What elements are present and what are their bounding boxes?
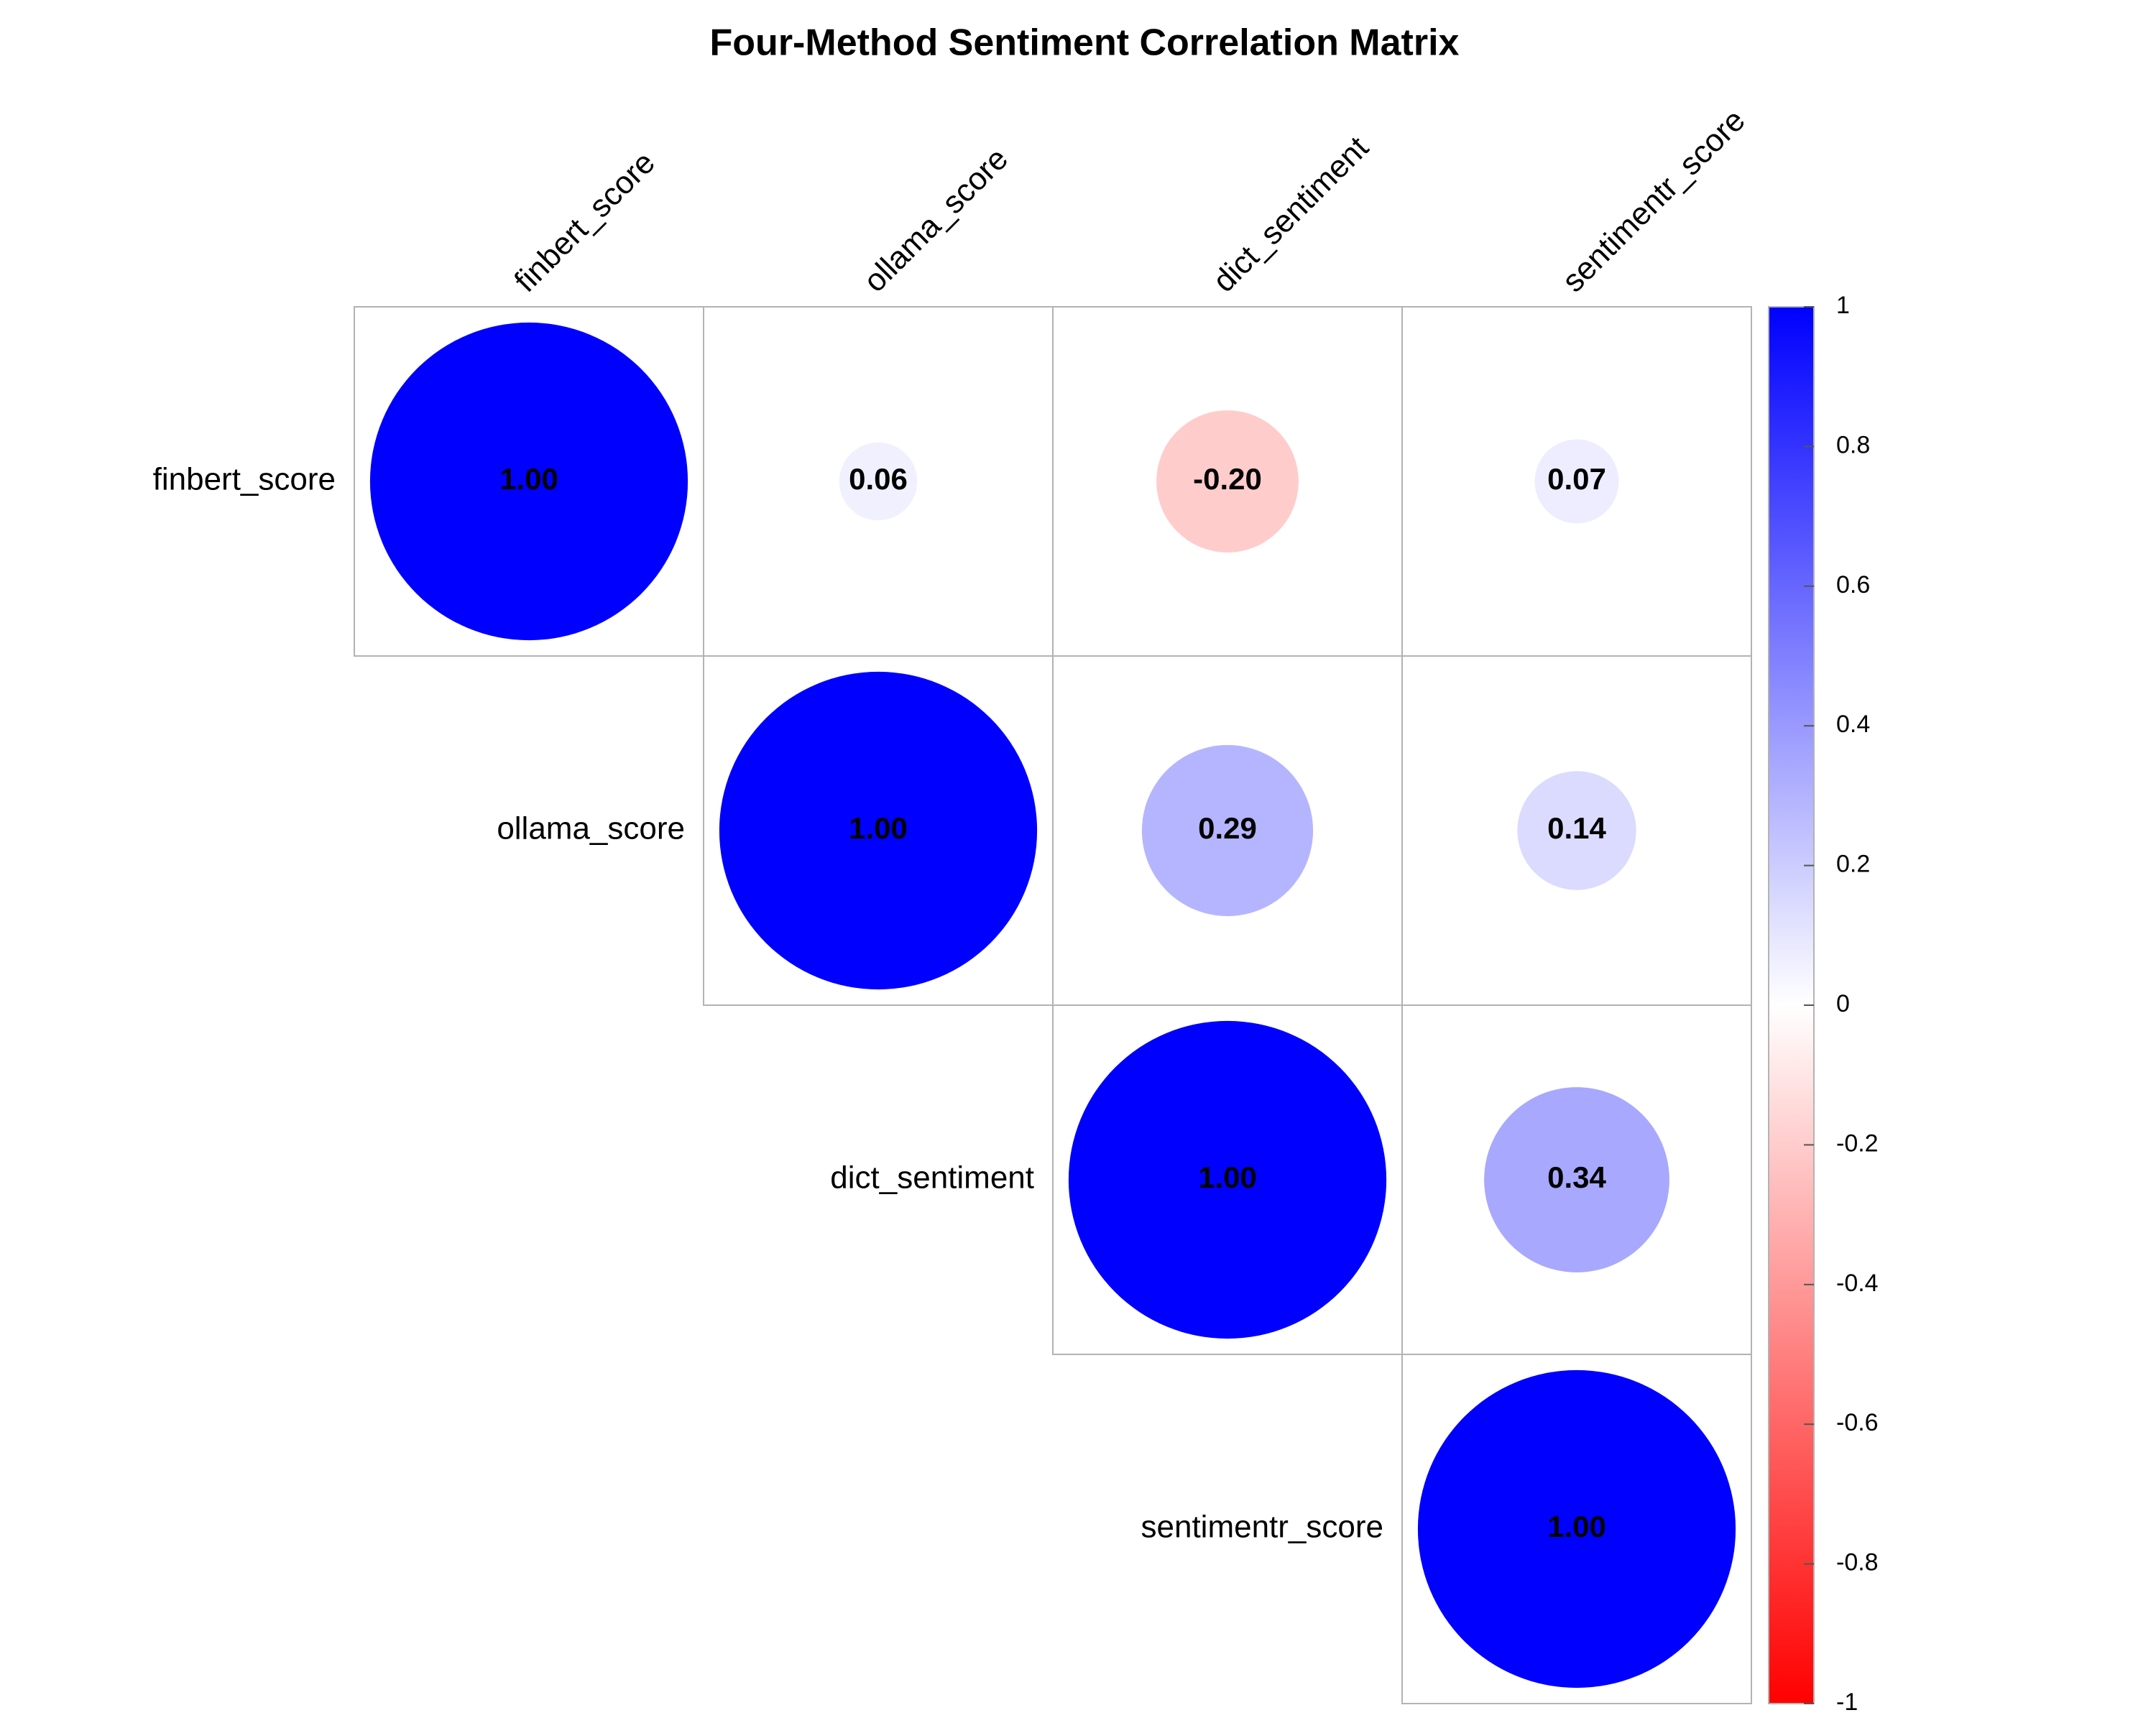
column-label: ollama_score bbox=[857, 141, 1015, 299]
correlation-circle bbox=[719, 671, 1038, 990]
column-label: finbert_score bbox=[507, 145, 662, 300]
colorbar-tick-label: 0.2 bbox=[1836, 851, 1870, 878]
correlation-value: 1.00 bbox=[1198, 1160, 1257, 1194]
correlation-value: 0.29 bbox=[1198, 811, 1257, 845]
row-label: finbert_score bbox=[153, 462, 336, 497]
row-labels: finbert_score ollama_score dict_sentiments… bbox=[153, 462, 1383, 1545]
correlation-value: 1.00 bbox=[499, 462, 558, 496]
correlation-circle bbox=[1517, 771, 1636, 890]
correlation-circle bbox=[1068, 1020, 1387, 1339]
correlation-value: 0.34 bbox=[1547, 1160, 1606, 1194]
correlation-value: 0.14 bbox=[1547, 811, 1606, 845]
colorbar-tick-label: -0.6 bbox=[1836, 1409, 1879, 1436]
correlation-circle bbox=[1141, 744, 1314, 917]
correlation-value: 0.07 bbox=[1547, 462, 1606, 496]
chart-title: Four-Method Sentiment Correlation Matrix bbox=[710, 22, 1460, 64]
correlation-circle bbox=[1156, 410, 1299, 553]
matrix-cell bbox=[1401, 1354, 1752, 1704]
colorbar-tick-label: 0.4 bbox=[1836, 711, 1870, 738]
colorbar-tick-label: -0.2 bbox=[1836, 1129, 1879, 1157]
colorbar-ticks: -1 -0.8 -0.6 -0.4 -0.2 0 0.2 0.4 0.6 0.8 1 bbox=[1804, 292, 1879, 1716]
column-label: sentimentr_score bbox=[1555, 103, 1751, 299]
correlation-circle bbox=[839, 442, 918, 521]
colorbar-tick-label: -1 bbox=[1836, 1688, 1858, 1716]
colorbar-tick-label: -0.8 bbox=[1836, 1549, 1879, 1576]
row-label: dict_sentiment bbox=[830, 1160, 1034, 1196]
matrix-cells: 1.00 0.06 -0.20 0.07 1.00 0.29 0.14 1.00 0.34 1.0… bbox=[354, 306, 1752, 1704]
column-labels: finbert_score ollama_score dict_sentiment s… bbox=[507, 103, 1751, 299]
correlation-value: 1.00 bbox=[1547, 1510, 1606, 1543]
colorbar-tick-label: 0 bbox=[1836, 990, 1850, 1017]
correlation-circle bbox=[369, 322, 688, 641]
colorbar: -1 -0.8 -0.6 -0.4 -0.2 0 0.2 0.4 0.6 0.8 1 bbox=[1768, 292, 1879, 1716]
colorbar-tick-label: 1 bbox=[1836, 292, 1850, 319]
row-label: ollama_score bbox=[497, 811, 685, 846]
correlation-value: 1.00 bbox=[849, 811, 908, 845]
correlation-circle bbox=[1417, 1369, 1736, 1688]
column-label: dict_sentiment bbox=[1206, 130, 1375, 299]
colorbar-tick-label: 0.8 bbox=[1836, 431, 1870, 458]
colorbar-tick-label: -0.4 bbox=[1836, 1270, 1879, 1297]
row-label: sentimentr_score bbox=[1141, 1510, 1383, 1545]
colorbar-tick-label: 0.6 bbox=[1836, 571, 1870, 599]
correlation-value: 0.06 bbox=[849, 462, 908, 496]
correlation-value: -0.20 bbox=[1193, 462, 1262, 496]
correlation-circle bbox=[1534, 439, 1619, 524]
correlation-circle bbox=[1484, 1087, 1669, 1272]
